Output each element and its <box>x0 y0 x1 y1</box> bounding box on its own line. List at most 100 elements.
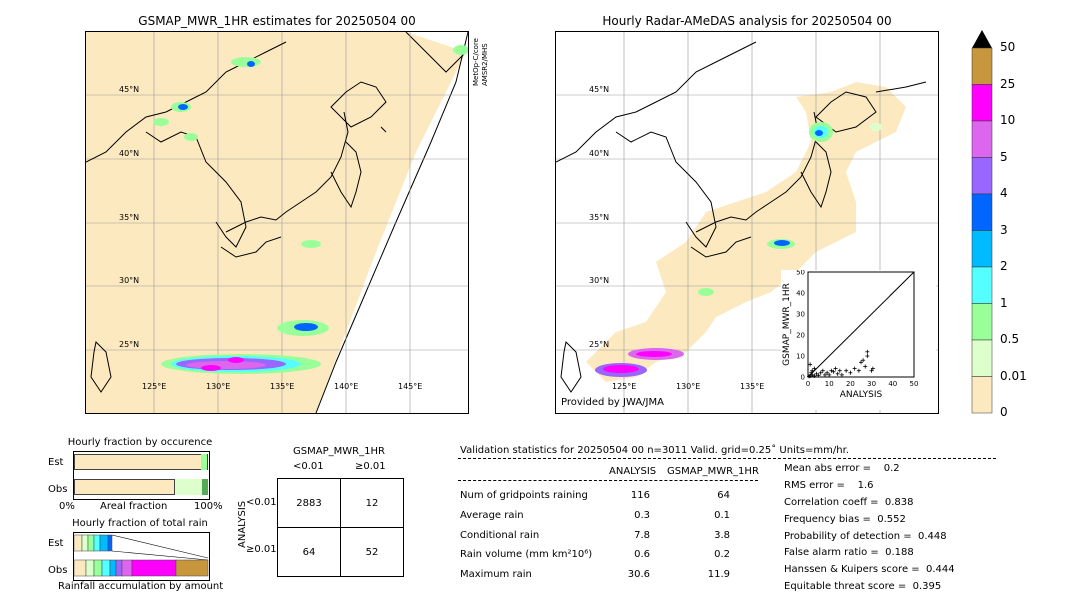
colorbar-label: 4 <box>1000 186 1008 200</box>
credit-label: Provided by JWA/JMA <box>561 397 664 408</box>
scatter-point <box>818 370 823 375</box>
est-bar <box>74 454 208 470</box>
colorbar-segment <box>971 193 993 231</box>
colorbar-label: 2 <box>1000 259 1008 273</box>
x-end-label: 100% <box>194 501 223 512</box>
rain-areas <box>153 45 468 374</box>
score-line: RMS error = 1.6 <box>784 480 874 491</box>
scatter-x-tick: 40 <box>888 380 897 388</box>
lon-label: 135°E <box>740 382 765 391</box>
stat-label: Maximum rain <box>460 569 532 580</box>
left-map: 45°N 40°N 35°N 30°N 25°N 125°E 130°E 135… <box>85 31 469 414</box>
stat-analysis: 0.6 <box>634 549 650 560</box>
score-line: Hanssen & Kuipers score = 0.444 <box>784 564 955 575</box>
row-label-est: Est <box>48 538 64 549</box>
contingency-cell: 2883 <box>277 478 341 528</box>
obs-total-bar <box>74 559 209 577</box>
scatter-point <box>814 371 819 376</box>
out-of-swath-area <box>316 32 468 413</box>
one-to-one-line <box>807 271 915 378</box>
scatter-point <box>852 366 857 371</box>
lat-label: 25°N <box>589 340 610 349</box>
lon-label: 130°E <box>206 382 231 391</box>
obs-bar-heavy <box>202 479 208 495</box>
scatter-point <box>861 358 866 363</box>
scatter-point <box>827 372 832 377</box>
score-line: Probability of detection = 0.448 <box>784 531 947 542</box>
lat-label: 35°N <box>119 213 140 222</box>
scatter-point <box>822 372 827 377</box>
colorbar-segment <box>971 120 993 158</box>
scatter-point <box>856 368 861 373</box>
obs-bar-rain <box>174 479 203 495</box>
contingency-col-header: ≥0.01 <box>355 461 386 472</box>
scatter-point <box>812 366 817 371</box>
colorbar-label: 0.01 <box>1000 368 1027 383</box>
scatter-ylabel: GSMAP_MWR_1HR <box>782 283 792 366</box>
total-bars <box>74 534 209 577</box>
contingency-side-label: ANALYSIS <box>237 500 248 548</box>
lon-label: 130°E <box>676 382 701 391</box>
lon-label: 125°E <box>612 382 637 391</box>
scatter-point <box>808 373 813 378</box>
lat-label: 30°N <box>589 276 610 285</box>
scatter-x-tick: 30 <box>867 380 876 388</box>
score-line: False alarm ratio = 0.188 <box>784 547 914 558</box>
scatter-x-tick: 20 <box>846 380 855 388</box>
scatter-point <box>870 366 875 371</box>
colorbar-label: 1 <box>1000 295 1008 310</box>
scatter-point <box>808 362 813 367</box>
row-label-obs: Obs <box>48 484 68 495</box>
contingency-cell: 52 <box>340 527 404 577</box>
colorbar-segment <box>971 230 993 268</box>
gridlines <box>86 32 468 413</box>
colorbar-label: 3 <box>1000 222 1008 237</box>
scatter-point <box>809 370 814 375</box>
scatter-point <box>810 368 815 373</box>
contingency-row-header: <0.01 <box>246 497 277 508</box>
colorbar: 50 25 10 5 4 3 2 1 0.5 0.01 0 <box>970 30 1030 419</box>
colorbar-label: 0 <box>1000 405 1008 419</box>
contingency-row-header: ≥0.01 <box>246 544 277 555</box>
stat-analysis: 116 <box>630 490 650 501</box>
lat-label: 40°N <box>589 149 610 158</box>
scatter-point <box>848 370 853 375</box>
stat-label: Rain volume (mm km²10⁶) <box>460 549 593 560</box>
colorbar-label: 25 <box>1000 76 1016 91</box>
validation-divider <box>458 480 758 481</box>
lat-label: 45°N <box>589 85 610 94</box>
score-line: Mean abs error = 0.2 <box>784 463 900 474</box>
scatter-point <box>837 368 842 373</box>
stat-label: Average rain <box>460 510 524 521</box>
colorbar-label: 0.5 <box>1000 332 1020 346</box>
scatter-x-tick: 50 <box>910 380 919 388</box>
scatter-point <box>865 349 870 354</box>
scatter-point <box>869 368 874 373</box>
validation-header: Validation statistics for 20250504 00 n=… <box>460 445 849 456</box>
scatter-y-tick: 0 <box>801 374 805 382</box>
occurrence-xlabel: Areal fraction <box>100 501 168 512</box>
scatter-y-tick: 40 <box>796 290 805 298</box>
stat-analysis: 7.8 <box>634 530 650 541</box>
contingency-cell: 64 <box>277 527 341 577</box>
stat-gsmap: 0.2 <box>714 549 730 560</box>
score-line: Correlation coeff = 0.838 <box>784 497 914 508</box>
validation-col-header: GSMAP_MWR_1HR <box>667 466 759 477</box>
stat-gsmap: 11.9 <box>707 569 730 580</box>
swath-edge <box>405 32 467 73</box>
occurrence-plot <box>73 451 210 500</box>
lat-label: 30°N <box>119 276 140 285</box>
scatter-point <box>816 373 821 378</box>
scatter-point <box>831 369 836 374</box>
scatter-y-tick: 50 <box>796 270 805 277</box>
colorbar-extend <box>972 30 992 48</box>
validation-col-header: ANALYSIS <box>609 466 657 477</box>
scatter-point <box>839 372 844 377</box>
swath-edge <box>315 32 468 413</box>
est-total-bar <box>74 534 113 552</box>
coastline <box>86 41 387 393</box>
stat-gsmap: 0.1 <box>714 510 730 521</box>
lon-label: 145°E <box>398 382 423 391</box>
sensor-label: MetOp-C/core AMSR2/MHS <box>472 38 489 86</box>
lon-label: 135°E <box>270 382 295 391</box>
